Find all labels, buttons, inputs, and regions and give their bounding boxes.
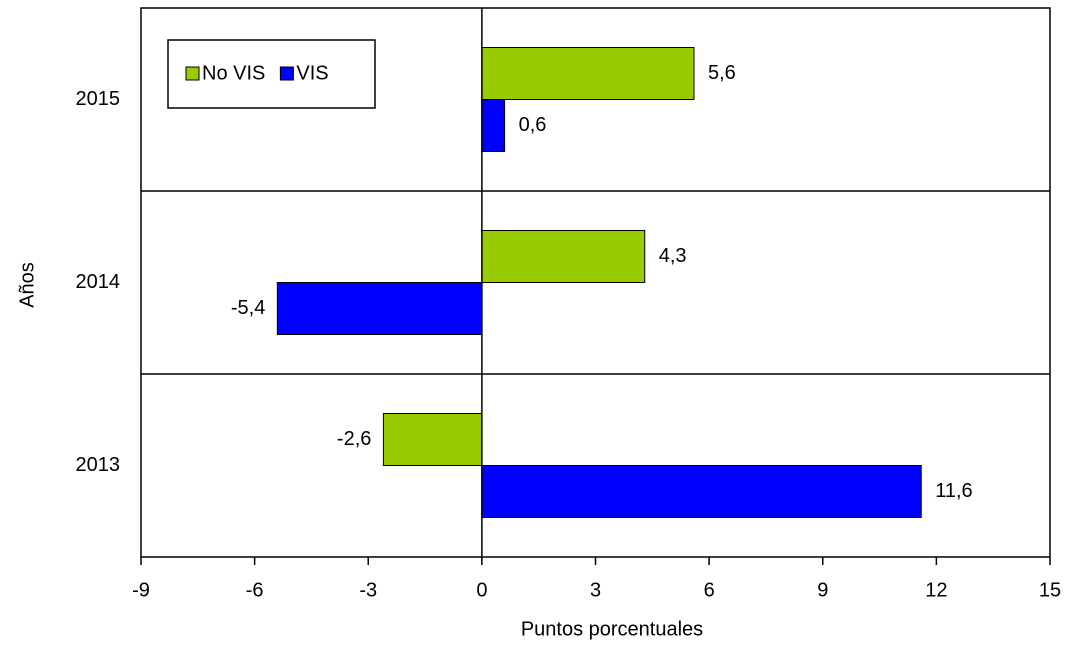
x-tick-label: 9 [817, 579, 828, 601]
y-tick-label: 2014 [76, 271, 121, 293]
legend-box [167, 39, 376, 109]
bar [481, 230, 646, 283]
value-label: 0,6 [519, 114, 547, 136]
bar [382, 413, 483, 466]
bar [481, 99, 506, 152]
x-axis-label: Puntos porcentuales [521, 618, 703, 640]
legend-swatch [279, 66, 294, 81]
y-tick-label: 2013 [76, 454, 121, 476]
x-tick-label: 12 [925, 579, 947, 601]
y-tick-label: 2015 [76, 88, 121, 110]
value-label: 11,6 [935, 480, 972, 502]
x-tick-label: -3 [359, 579, 377, 601]
legend-label: VIS [296, 62, 328, 84]
bar [481, 465, 922, 518]
y-axis-label: Años [16, 262, 38, 308]
value-label: -2,6 [337, 428, 371, 450]
legend-swatch [185, 66, 200, 81]
x-tick-label: 6 [704, 579, 715, 601]
x-tick-label: 15 [1039, 579, 1061, 601]
x-tick-label: 3 [590, 579, 601, 601]
bar [481, 47, 695, 100]
legend-label: No VIS [202, 62, 265, 84]
x-tick-label: 0 [476, 579, 487, 601]
value-label: -5,4 [231, 297, 265, 319]
x-tick-label: -6 [246, 579, 264, 601]
value-label: 5,6 [708, 62, 736, 84]
value-label: 4,3 [659, 245, 687, 267]
x-tick-label: -9 [132, 579, 150, 601]
bar [276, 282, 483, 335]
